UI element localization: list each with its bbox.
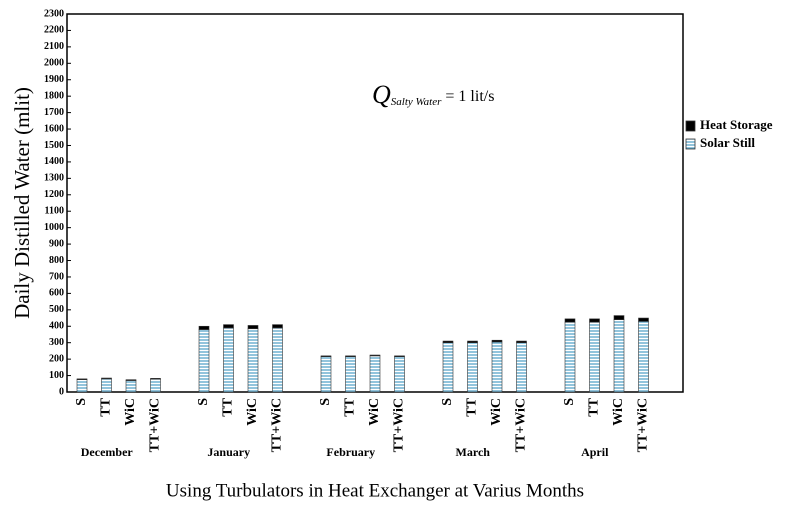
bar-segment (272, 327, 283, 393)
x-tick-label: TT+WiC (392, 398, 407, 452)
x-tick-label: TT+WiC (514, 398, 529, 452)
bar-segment (442, 342, 454, 393)
bar-segment (638, 321, 649, 393)
x-tick-label: S (318, 398, 333, 406)
group-label: March (456, 445, 491, 459)
bar-segment (247, 325, 259, 330)
y-tick-label: 2300 (44, 8, 64, 19)
bar-segment (198, 325, 210, 330)
y-tick-label: 1300 (44, 173, 64, 184)
y-tick-label: 2000 (44, 58, 64, 69)
bar-segment (589, 321, 600, 393)
y-tick-label: 800 (49, 255, 64, 266)
y-tick-label: 1400 (44, 156, 64, 167)
x-tick-label: TT+WiC (148, 398, 163, 452)
x-tick-label: TT (587, 397, 602, 416)
x-axis-label: Using Turbulators in Heat Exchanger at V… (166, 480, 584, 501)
y-tick-label: 2100 (44, 41, 64, 52)
bar-segment (76, 378, 88, 380)
y-tick-label: 1800 (44, 90, 64, 101)
y-tick-label: 2200 (44, 25, 64, 36)
bar-segment (150, 378, 161, 393)
bar-segment (101, 378, 112, 393)
bar-segment (491, 339, 503, 343)
y-tick-label: 1000 (44, 222, 64, 233)
bar-segment (491, 341, 503, 393)
y-tick-label: 1900 (44, 74, 64, 85)
annotation: QSalty Water = 1 lit/s (372, 80, 494, 109)
bar-segment (638, 317, 649, 322)
y-tick-label: 1600 (44, 123, 64, 134)
bar-segment (223, 327, 234, 393)
bar-segment (345, 355, 356, 357)
bar-segment (394, 355, 405, 357)
group-label: February (326, 445, 375, 459)
x-tick-label: TT+WiC (636, 398, 651, 452)
bar-segment (150, 378, 161, 380)
bar-segment (320, 355, 332, 357)
y-tick-label: 100 (49, 370, 64, 381)
x-tick-label: TT (465, 397, 480, 416)
bar-segment (516, 340, 527, 343)
bar-segment (613, 319, 625, 393)
bar-segment (101, 377, 112, 380)
bar-segment (467, 342, 478, 393)
y-tick-label: 500 (49, 304, 64, 315)
x-tick-label: S (196, 398, 211, 406)
group-label: January (207, 445, 250, 459)
legend-swatch (685, 120, 696, 132)
bar-segment (613, 315, 625, 320)
bar-segment (125, 379, 137, 381)
bar-segment (394, 356, 405, 393)
y-tick-label: 300 (49, 337, 64, 348)
y-tick-label: 400 (49, 321, 64, 332)
x-tick-label: S (440, 398, 455, 406)
bar-segment (198, 329, 210, 393)
x-tick-label: WiC (611, 398, 626, 426)
y-tick-label: 900 (49, 238, 64, 249)
bar-segment (369, 355, 381, 393)
x-tick-label: WiC (245, 398, 260, 426)
x-tick-label: WiC (489, 398, 504, 426)
bar-segment (247, 328, 259, 393)
y-tick-label: 200 (49, 353, 64, 364)
bar-segment (272, 324, 283, 329)
x-tick-label: TT+WiC (270, 398, 285, 452)
bar-segment (467, 340, 478, 343)
bar-segment (345, 356, 356, 393)
y-tick-label: 1500 (44, 140, 64, 151)
y-tick-label: 600 (49, 288, 64, 299)
bar-segment (125, 380, 137, 393)
bar-segment (516, 342, 527, 393)
bar-segment (589, 318, 600, 323)
legend-swatch (685, 138, 696, 150)
bar-segment (564, 321, 576, 393)
bar-segment (320, 356, 332, 393)
bar-segment (369, 354, 381, 357)
group-label: April (581, 445, 609, 459)
bar-segment (442, 340, 454, 343)
x-tick-label: TT (221, 397, 236, 416)
y-tick-label: 1700 (44, 107, 64, 118)
bar-segment (564, 318, 576, 323)
bar-segment (76, 379, 88, 393)
group-label: December (81, 445, 134, 459)
x-tick-label: WiC (367, 398, 382, 426)
y-tick-label: 1200 (44, 189, 64, 200)
bar-segment (223, 324, 234, 329)
x-tick-label: S (74, 398, 89, 406)
y-axis-label: Daily Distilled Water (mlit) (10, 87, 34, 319)
legend-label: Heat Storage (700, 117, 773, 132)
x-tick-label: TT (99, 397, 114, 416)
legend-label: Solar Still (700, 135, 755, 150)
y-tick-label: 1100 (45, 206, 64, 217)
y-tick-label: 0 (59, 386, 64, 397)
x-tick-label: WiC (123, 398, 138, 426)
x-tick-label: S (562, 398, 577, 406)
x-tick-label: TT (343, 397, 358, 416)
y-tick-label: 700 (49, 271, 64, 282)
